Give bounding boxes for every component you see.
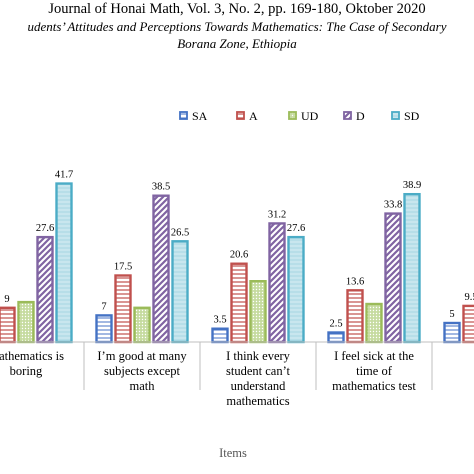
bar-a-2: [230, 262, 248, 344]
data-label-d-3: 33.8: [384, 200, 402, 211]
data-labels-group: 5927.641.7717.538.526.53.520.631.227.62.…: [4, 170, 474, 330]
bar-d-1: [152, 194, 170, 344]
x-axis-title: Items: [219, 446, 247, 460]
legend-swatch-d: [343, 111, 352, 120]
data-label-sd-1: 26.5: [171, 227, 189, 238]
data-label-a-1: 17.5: [114, 262, 132, 273]
bar-sa-2: [211, 327, 229, 344]
bar-sd-1: [171, 240, 189, 344]
journal-header: Journal of Honai Math, Vol. 3, No. 2, pp…: [48, 1, 426, 17]
legend-swatch-ud: [288, 111, 297, 120]
bar-d-3: [384, 212, 402, 344]
data-label-sa-2: 3.5: [213, 315, 226, 326]
legend-swatch-sa: [179, 111, 188, 120]
data-label-d-1: 38.5: [152, 182, 170, 193]
category-label-3-line-0: I feel sick at the: [334, 349, 414, 363]
category-label-2-line-1: student can’t: [226, 364, 291, 378]
legend-label-ud: UD: [301, 109, 319, 123]
bar-a-3: [346, 289, 364, 344]
data-label-d-0: 27.6: [36, 223, 54, 234]
bar-ud-1: [133, 306, 151, 344]
bar-sd-0: [55, 182, 73, 344]
category-label-0-line-1: boring: [10, 364, 43, 378]
bar-ud-3: [365, 302, 383, 344]
category-label-1-line-0: I’m good at many: [97, 349, 187, 363]
data-label-sa-1: 7: [101, 301, 106, 312]
data-label-sd-3: 38.9: [403, 180, 421, 191]
bar-a-0: [0, 306, 16, 344]
legend-label-sd: SD: [404, 109, 420, 123]
category-label-3-line-2: mathematics test: [332, 379, 416, 393]
chart-legend: SA A UD D SD: [179, 109, 420, 123]
data-label-d-2: 31.2: [268, 209, 286, 220]
data-label-sa-4: 5: [449, 309, 454, 320]
legend-swatch-sd: [391, 111, 400, 120]
data-label-a-0: 9: [4, 294, 9, 305]
category-dividers: [83, 342, 433, 390]
article-title-line2: Borana Zone, Ethiopia: [177, 36, 297, 51]
data-label-sd-0: 41.7: [55, 170, 73, 181]
bar-d-0: [36, 235, 54, 344]
category-label-1-line-2: math: [130, 379, 156, 393]
legend-label-d: D: [356, 109, 365, 123]
category-label-2-line-3: mathematics: [226, 394, 289, 408]
legend-label-sa: SA: [192, 109, 208, 123]
legend-swatch-a: [236, 111, 245, 120]
bar-a-1: [114, 274, 132, 344]
category-label-1-line-1: subjects except: [104, 364, 181, 378]
category-label-0-line-0: Mathematics is: [0, 349, 64, 363]
bar-sa-3: [327, 331, 345, 344]
bar-ud-0: [17, 300, 35, 344]
legend-label-a: A: [249, 109, 258, 123]
bar-sd-3: [403, 192, 421, 344]
bar-sd-2: [287, 235, 305, 344]
bar-d-2: [268, 222, 286, 344]
bar-sa-1: [95, 314, 113, 344]
category-label-2-line-0: I think every: [226, 349, 291, 363]
data-label-a-3: 13.6: [346, 276, 364, 287]
data-label-a-2: 20.6: [230, 250, 248, 261]
data-label-sa-3: 2.5: [329, 319, 342, 330]
article-title-line1: udents’ Attitudes and Perceptions Toward…: [27, 19, 447, 34]
bar-ud-2: [249, 280, 267, 344]
category-label-2-line-2: understand: [231, 379, 287, 393]
category-label-3-line-1: time of: [356, 364, 393, 378]
bar-a-4: [462, 304, 474, 344]
bar-sa-4: [443, 321, 461, 344]
data-label-sd-2: 27.6: [287, 223, 305, 234]
bars-group: [0, 182, 474, 344]
data-label-a-4: 9.5: [464, 292, 474, 303]
